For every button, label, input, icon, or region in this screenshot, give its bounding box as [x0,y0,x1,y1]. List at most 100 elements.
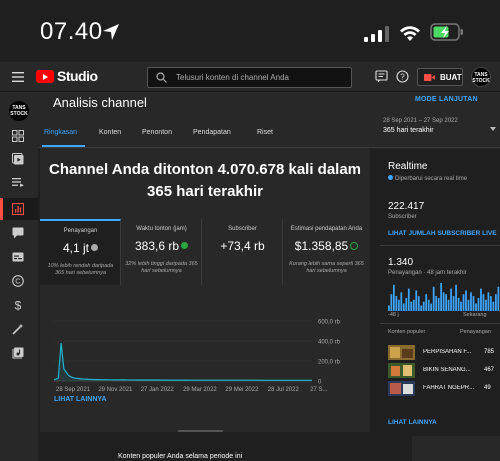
video-thumbnail [388,345,415,360]
video-library-icon [12,153,24,165]
tab-content[interactable]: Konten [99,129,122,136]
realtime-bar [395,296,398,311]
metric-watch-time[interactable]: Waktu tonton (jam) 383,6 rb 32% lebih ti… [121,219,202,285]
status-bar: 07.40 [0,0,500,62]
x-tick-label: 28 Sep 2021 [56,387,91,393]
sidebar-item-audio-library[interactable] [0,342,38,364]
y-tick-label: 200,0 rb [318,360,341,366]
down-arrow-icon [91,244,98,251]
studio-brand[interactable]: Studio [57,68,98,84]
video-camera-icon [424,74,435,81]
sidebar-item-dashboard[interactable] [0,125,38,147]
realtime-bar [442,292,445,311]
realtime-see-more-link[interactable]: LIHAT LAINNYA [388,419,437,426]
realtime-subtitle: Diperbarui secara real time [388,175,467,182]
realtime-bar [430,303,433,311]
realtime-title: Realtime [388,161,428,172]
tab-research[interactable]: Riset [257,129,273,136]
metric-views[interactable]: Penayangan 4,1 jt 10% lebih rendah darip… [40,219,121,285]
search-input[interactable]: Telusuri konten di channel Anda [147,67,352,88]
popular-item[interactable]: PERPISAHAN F... 785 [388,345,500,361]
sidebar-item-playlists[interactable] [0,171,38,193]
tab-revenue[interactable]: Pendapatan [193,129,231,136]
sidebar-item-subtitles[interactable] [0,246,38,268]
popular-item[interactable]: FAHRAT NGEPR... 49 [388,381,500,397]
realtime-bar [492,301,495,311]
dollar-icon: $ [15,299,22,311]
realtime-bar [477,297,480,311]
scroll-indicator [178,430,223,432]
tab-audience[interactable]: Penonton [142,129,172,136]
metric-subscribers[interactable]: Subscriber +73,4 rb [202,219,283,285]
status-time: 07.40 [40,18,103,45]
realtime-bar [422,301,425,311]
copyright-icon: C [12,275,24,287]
account-avatar[interactable]: TANS STOCK [471,67,491,87]
metric-value: 383,6 rb [121,239,202,253]
feedback-icon[interactable] [375,70,388,83]
realtime-bar-chart[interactable] [388,279,500,311]
popular-item-title: FAHRAT NGEPR... [423,385,475,391]
realtime-bar [472,296,475,311]
tabs-divider [38,147,500,148]
realtime-bar [407,288,410,311]
realtime-bar [450,288,452,311]
metric-revenue[interactable]: Estimasi pendapatan Anda $1.358,85 Kuran… [283,219,370,285]
realtime-bar [410,301,413,311]
analytics-icon [12,203,24,215]
menu-icon[interactable] [12,72,24,82]
live-subscriber-link[interactable]: LIHAT JUMLAH SUBSCRIBER LIVE [388,230,497,237]
realtime-bar [460,301,462,311]
youtube-logo-icon[interactable] [36,70,54,83]
x-tick-label: 29 Nov 2021 [98,387,133,393]
realtime-bar [420,305,423,311]
subscriber-count: 222.417 [388,201,425,212]
chevron-down-icon[interactable] [490,127,496,131]
sidebar-item-comments[interactable] [0,222,38,244]
x-tick-label: 27 S... [310,387,328,393]
sidebar-item-content[interactable] [0,148,38,170]
realtime-bar [487,292,490,311]
metric-note: 10% lebih rendah daripada 365 hari sebel… [47,263,114,276]
sidebar-item-customization[interactable] [0,318,38,340]
svg-text:$: $ [15,299,22,311]
popular-item[interactable]: BIKIN SENANG... 467 [388,363,500,379]
playlist-icon [12,178,24,187]
create-button-label: BUAT [440,73,462,82]
svg-text:C: C [15,277,21,286]
sidebar-item-earn[interactable]: $ [0,294,38,316]
views-line-chart[interactable]: 0 200,0 rb 400,0 rb 600,0 rb 28 Sep 2021 29 N… [50,291,365,421]
realtime-bar [432,286,435,311]
realtime-card: Realtime Diperbarui secara real time 222… [380,149,500,436]
overview-card: Channel Anda ditonton 4.070.678 kali dal… [40,149,370,432]
channel-avatar[interactable]: TANS STOCK [9,101,29,121]
date-range-picker[interactable]: 28 Sep 2021 – 27 Sep 2022 365 hari terak… [383,118,458,134]
audio-library-icon [12,347,24,359]
realtime-views-label: Penayangan · 48 jam terakhir [388,270,467,276]
sidebar-item-copyright[interactable]: C [0,270,38,292]
studio-header: Studio Telusuri konten di channel Anda ?… [0,62,500,92]
sidebar-item-analytics[interactable] [0,198,38,220]
realtime-bar [445,294,447,311]
subtitles-icon [12,252,24,262]
realtime-subtitle-text: Diperbarui secara real time [395,176,468,182]
realtime-bar [462,294,465,311]
advanced-mode-link[interactable]: MODE LANJUTAN [415,96,478,103]
realtime-bar [397,299,400,311]
realtime-bar [475,303,477,311]
popular-item-title: BIKIN SENANG... [423,367,471,373]
realtime-bar [470,292,472,311]
help-icon[interactable]: ? [396,70,409,83]
x-tick-label: 29 Mei 2022 [225,387,259,393]
realtime-bar [482,294,485,311]
page-title: Analisis channel [53,95,147,110]
realtime-bar [435,296,438,311]
see-more-link[interactable]: LIHAT LAINNYA [54,396,107,403]
tab-overview[interactable]: Ringkasan [44,129,78,136]
metric-note: Kurang lebih sama seperti 365 hari sebel… [289,261,364,274]
realtime-bar [392,284,395,311]
y-tick-label: 600,0 rb [318,320,341,326]
create-button[interactable]: BUAT [417,68,463,86]
metric-note: 32% lebih tinggi daripada 365 hari sebel… [125,261,198,274]
svg-text:?: ? [400,72,405,81]
